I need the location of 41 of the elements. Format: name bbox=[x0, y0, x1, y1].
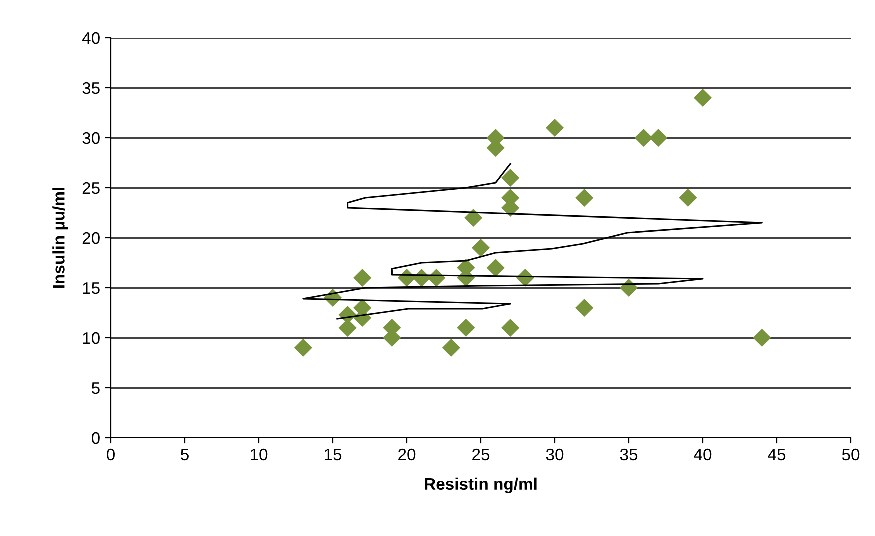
point bbox=[650, 128, 668, 148]
y-tick-label: 20 bbox=[82, 232, 100, 244]
x-tick-label: 15 bbox=[325, 449, 342, 461]
point bbox=[502, 168, 520, 188]
x-tick-label: 5 bbox=[181, 449, 189, 461]
y-tick-label: 35 bbox=[82, 82, 100, 94]
line-series bbox=[302, 163, 763, 320]
point bbox=[576, 298, 594, 318]
point bbox=[679, 188, 698, 208]
point bbox=[546, 118, 564, 138]
point bbox=[753, 328, 772, 348]
y-tick-label: 10 bbox=[83, 332, 100, 344]
y-tick-label: 40 bbox=[82, 32, 100, 44]
x-tick-label: 40 bbox=[694, 448, 712, 461]
x-tick-label: 20 bbox=[398, 448, 416, 461]
point bbox=[634, 128, 653, 148]
y-tick-label: 30 bbox=[82, 132, 100, 144]
point bbox=[576, 188, 594, 208]
x-axis-title: Resistin ng/ml bbox=[425, 478, 537, 494]
x-tick-label: 45 bbox=[768, 449, 786, 461]
point bbox=[442, 338, 460, 358]
y-tick-label: 5 bbox=[92, 382, 100, 394]
point bbox=[294, 338, 312, 358]
x-tick-label: 50 bbox=[842, 448, 860, 461]
x-tick-label: 35 bbox=[620, 448, 638, 461]
y-tick-label: 25 bbox=[82, 182, 100, 194]
point bbox=[502, 318, 520, 338]
y-tick-label: 15 bbox=[83, 282, 100, 294]
point bbox=[354, 268, 372, 288]
point bbox=[694, 88, 712, 108]
x-tick-label: 30 bbox=[546, 448, 564, 461]
point bbox=[486, 258, 505, 278]
x-tick-label: 0 bbox=[107, 448, 115, 461]
y-axis-title: Insulin µu/ml bbox=[52, 188, 68, 288]
x-tick-label: 10 bbox=[251, 448, 268, 461]
x-tick-label: 25 bbox=[472, 448, 490, 461]
point bbox=[464, 208, 483, 228]
point bbox=[472, 238, 490, 258]
point bbox=[457, 318, 476, 338]
point bbox=[620, 278, 638, 298]
y-tick-label: 0 bbox=[92, 432, 100, 444]
